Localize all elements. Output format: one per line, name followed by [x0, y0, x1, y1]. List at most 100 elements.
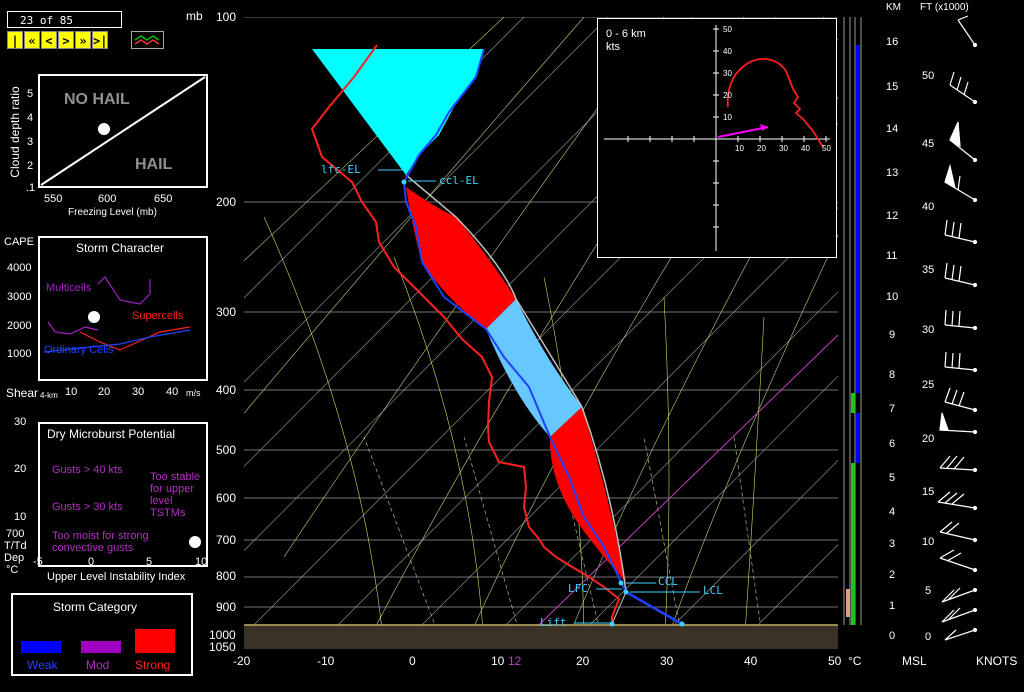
hail-y-tick: 2 [27, 160, 34, 172]
storm-character-panel: Storm Character CAPE 4000 3000 2000 1000… [0, 232, 215, 402]
mod-swatch [81, 641, 121, 653]
ft-tick: 40 [922, 201, 935, 213]
shear-tick: 30 [132, 386, 145, 398]
multicells-label: Multicells [46, 282, 92, 294]
pressure-label: 300 [216, 305, 237, 319]
pressure-units-label: mb [186, 9, 203, 23]
shear-sub-label: 4-km [40, 391, 58, 400]
too-stable-label: for upper [150, 483, 195, 495]
km-tick: 5 [889, 472, 896, 484]
shear-tick: 40 [166, 386, 179, 398]
microburst-side-label: °C [6, 564, 19, 576]
km-tick: 12 [886, 210, 899, 222]
hail-x-tick: 550 [44, 193, 63, 205]
hail-x-axis-label: Freezing Level (mb) [68, 207, 157, 218]
ft-tick: 35 [922, 264, 935, 276]
hodo-x-tick: 30 [779, 144, 788, 153]
fast-forward-button[interactable]: » [75, 31, 91, 49]
km-tick: 10 [886, 291, 899, 303]
temp-label: 40 [744, 654, 758, 668]
step-back-button[interactable]: < [41, 31, 57, 49]
microburst-x-tick: 0 [88, 556, 95, 568]
storm-character-title: Storm Character [76, 241, 165, 255]
microburst-x-tick: 5 [146, 556, 153, 568]
hail-y-tick: 3 [27, 136, 34, 148]
km-tick: 0 [889, 630, 896, 642]
step-forward-button[interactable]: > [58, 31, 74, 49]
hodo-y-tick: 50 [723, 25, 732, 34]
mod-label: Mod [86, 658, 110, 672]
loop-button[interactable] [131, 31, 164, 49]
pressure-label: 1000 [209, 628, 236, 642]
ordinary-cells-label: Ordinary Cells [44, 344, 114, 356]
ft-tick: 45 [922, 138, 935, 150]
km-tick: 4 [889, 506, 896, 518]
lift-label: Lift [540, 616, 567, 629]
hodo-x-tick: 50 [822, 144, 831, 153]
hail-y-tick: 4 [27, 112, 34, 124]
knots-label: KNOTS [976, 654, 1018, 668]
hodo-x-tick: 40 [801, 144, 810, 153]
microburst-x-axis-label: Upper Level Instability Index [47, 571, 186, 583]
supercells-label: Supercells [132, 310, 184, 322]
cape-tick: 1000 [7, 348, 32, 360]
lfc-label: LFC [568, 582, 588, 595]
cape-label: CAPE [4, 236, 34, 248]
hodo-y-tick: 30 [723, 69, 732, 78]
ft-tick: 30 [922, 324, 935, 336]
gusts-30-label: Gusts > 30 kts [52, 501, 123, 513]
microburst-panel: Dry Microburst Potential 30 20 10 700 T/… [0, 416, 215, 588]
hail-y-axis-label: Cloud depth ratio [8, 86, 22, 178]
cape-tick: 2000 [7, 320, 32, 332]
km-tick: 8 [889, 369, 896, 381]
km-tick: 7 [889, 403, 896, 415]
temp-label: -10 [317, 654, 335, 668]
hail-panel: Cloud depth ratio 5 4 3 2 .1 550 600 650… [0, 70, 215, 220]
hodo-y-tick: 40 [723, 47, 732, 56]
ft-tick: 0 [925, 631, 932, 643]
mixing-ratio-label: 12 [508, 654, 522, 668]
hodo-y-tick: 20 [723, 91, 732, 100]
gusts-40-label: Gusts > 40 kts [52, 464, 123, 476]
microburst-y-tick: 20 [14, 463, 27, 475]
too-stable-label: level [150, 495, 173, 507]
wind-barbs [930, 10, 1020, 650]
hail-x-tick: 650 [154, 193, 173, 205]
microburst-side-label: T/Td [4, 540, 27, 552]
shear-units: m/s [186, 388, 201, 398]
pressure-label: 700 [216, 533, 237, 547]
shear-label: Shear [6, 386, 39, 400]
pressure-label: 500 [216, 443, 237, 457]
cape-tick: 3000 [7, 291, 32, 303]
ft-tick: 50 [922, 70, 935, 82]
hodo-x-tick: 10 [735, 144, 744, 153]
skewt-diagram: lfc-EL ccl-EL CCL LFC LCL Lift [244, 17, 838, 649]
pressure-label: 900 [216, 600, 237, 614]
ft-tick: 25 [922, 379, 935, 391]
too-stable-label: TSTMs [150, 507, 186, 519]
km-tick: 6 [889, 438, 896, 450]
too-stable-label: Too stable [150, 471, 201, 483]
pressure-label: 400 [216, 383, 237, 397]
msl-label: MSL [902, 654, 927, 668]
temp-units-label: °C [848, 654, 862, 668]
ft-tick: 20 [922, 433, 935, 445]
temp-label: 50 [828, 654, 842, 668]
last-frame-button[interactable]: >| [92, 31, 108, 49]
km-tick: 3 [889, 538, 896, 550]
first-frame-button[interactable]: |< [7, 31, 23, 66]
hodo-x-tick: 20 [757, 144, 766, 153]
km-header: KM [886, 2, 901, 13]
temp-label: 20 [576, 654, 590, 668]
temp-label: 0 [409, 654, 416, 668]
wind-barbs-plot [937, 15, 978, 641]
pressure-label: 200 [216, 195, 237, 209]
storm-category-title: Storm Category [53, 600, 138, 614]
rewind-button[interactable]: « [24, 31, 40, 49]
pressure-label: 100 [216, 10, 237, 24]
microburst-x-tick: 10 [195, 556, 208, 568]
too-moist-label: Too moist for strong [52, 530, 149, 542]
frame-counter: 23 of 85 [7, 11, 122, 28]
km-tick: 11 [886, 250, 898, 262]
hail-x-tick: 600 [98, 193, 117, 205]
